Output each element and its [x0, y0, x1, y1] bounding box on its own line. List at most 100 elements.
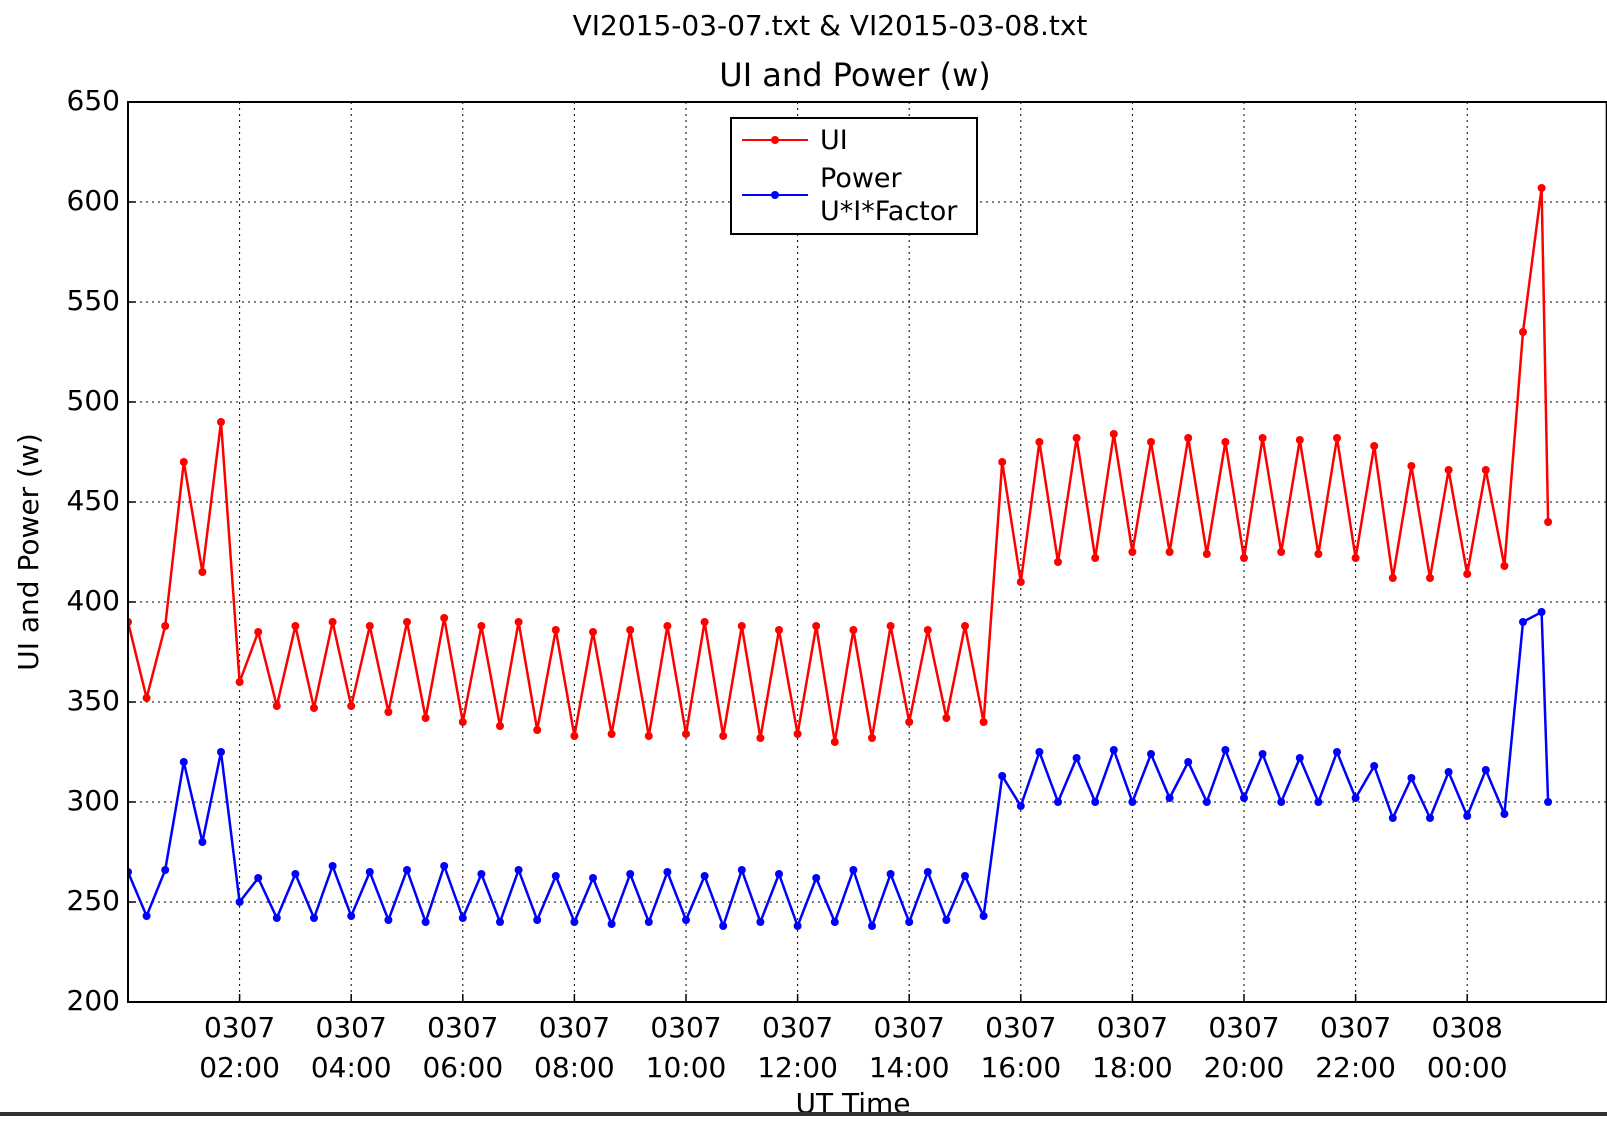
point [830, 738, 839, 746]
point [998, 458, 1007, 466]
y-tick-label: 450 [67, 484, 120, 517]
point [533, 916, 542, 924]
point [793, 922, 802, 930]
point [1184, 758, 1193, 766]
point [812, 874, 821, 882]
point [979, 912, 988, 920]
point [868, 734, 876, 742]
point [179, 458, 188, 466]
point [235, 678, 244, 686]
point [1091, 798, 1100, 806]
point [1333, 434, 1341, 442]
point [942, 714, 951, 722]
point [1544, 518, 1553, 526]
point [644, 732, 653, 740]
point [310, 914, 318, 922]
legend-point [771, 136, 779, 144]
point [1295, 436, 1304, 444]
point [1444, 466, 1453, 474]
point [979, 718, 988, 726]
point [365, 622, 374, 630]
point [496, 722, 504, 730]
legend: UI Power U*I*Factor [730, 117, 978, 235]
point [440, 614, 449, 622]
point [1221, 438, 1230, 446]
point [198, 838, 207, 846]
x-tick-label: 0307 22:00 [1315, 1011, 1396, 1084]
point [998, 772, 1007, 780]
point [1277, 548, 1286, 556]
point [1035, 748, 1044, 756]
x-tick-label: 0307 12:00 [757, 1011, 838, 1084]
series-line [128, 187, 1550, 743]
point [254, 874, 263, 882]
suptitle: VI2015-03-07.txt & VI2015-03-08.txt [573, 9, 1088, 42]
point [551, 872, 560, 880]
point [403, 618, 411, 626]
point [1016, 802, 1025, 810]
point [1165, 794, 1174, 802]
point [719, 922, 728, 930]
y-tick-label: 350 [67, 684, 120, 717]
point [217, 418, 225, 426]
point [1351, 554, 1360, 562]
point [347, 702, 356, 710]
point [1537, 184, 1546, 192]
point [254, 628, 263, 636]
point [700, 872, 709, 880]
y-axis-label: UI and Power (w) [12, 433, 45, 671]
point [179, 758, 188, 766]
point [905, 718, 914, 726]
y-tick-label: 200 [67, 984, 120, 1017]
point [1109, 430, 1118, 438]
legend-label: Power U*I*Factor [820, 163, 958, 227]
legend-label: UI [820, 125, 848, 156]
point [1463, 570, 1472, 578]
point [440, 862, 449, 870]
legend-entry: Power U*I*Factor [732, 162, 976, 228]
plot-area [128, 102, 1607, 1002]
point [142, 912, 151, 920]
point [1258, 434, 1267, 442]
point [161, 866, 170, 874]
legend-entry: UI [732, 124, 976, 157]
x-tick-label: 0307 08:00 [534, 1011, 615, 1084]
point [1500, 810, 1509, 818]
y-tick-label: 250 [67, 884, 120, 917]
point [886, 622, 895, 630]
point [1258, 750, 1267, 758]
point [1128, 798, 1137, 806]
point [1147, 438, 1155, 446]
y-tick-label: 600 [67, 184, 120, 217]
point [496, 918, 504, 926]
point [570, 918, 579, 926]
point [607, 920, 616, 928]
legend-swatch [742, 191, 808, 199]
point [291, 870, 300, 878]
point [1147, 750, 1155, 758]
point [775, 626, 783, 634]
legend-swatch [742, 136, 808, 144]
point [589, 874, 597, 882]
point [1072, 754, 1081, 762]
point [533, 726, 542, 734]
point [421, 714, 430, 722]
point [905, 918, 914, 926]
point [551, 626, 560, 634]
point [886, 870, 895, 878]
point [1165, 548, 1174, 556]
point [756, 918, 765, 926]
point [1091, 554, 1100, 562]
point [719, 732, 728, 740]
point [1035, 438, 1044, 446]
chart-title: UI and Power (w) [719, 56, 990, 94]
point [235, 898, 244, 906]
point [1240, 554, 1248, 562]
point [700, 618, 709, 626]
point [923, 868, 932, 876]
y-tick-label: 550 [67, 284, 120, 317]
point [1426, 574, 1434, 582]
point [1370, 442, 1379, 450]
point [1481, 766, 1490, 774]
